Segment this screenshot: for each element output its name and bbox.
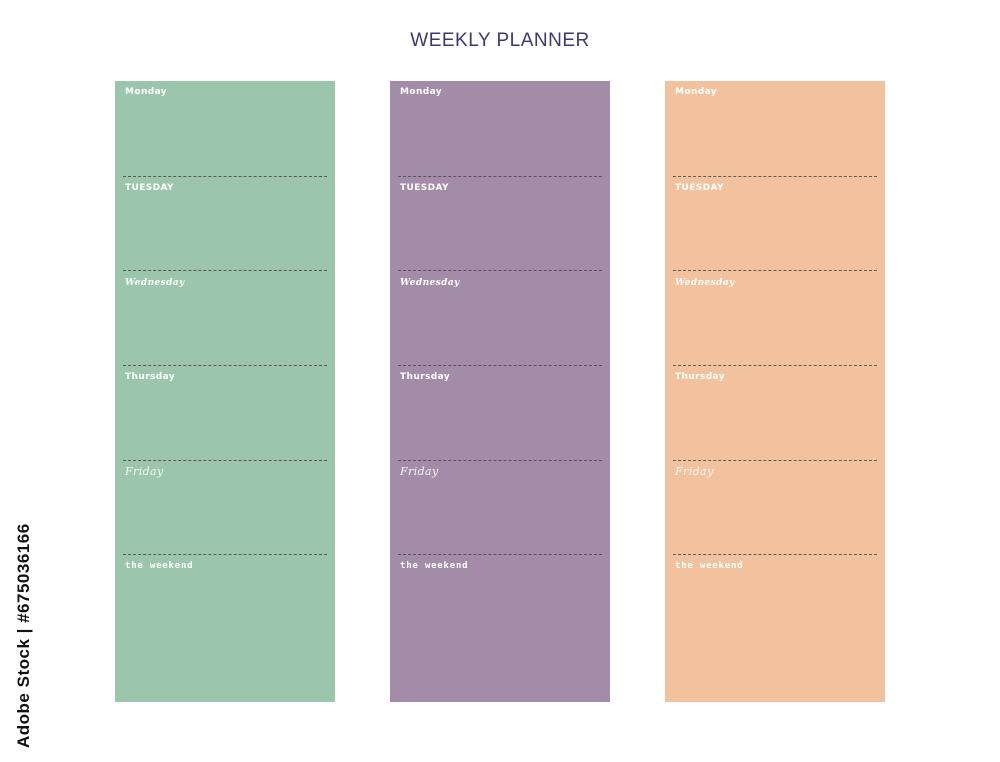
- day-label-thursday: Thursday: [675, 372, 726, 382]
- day-section-monday: Monday: [115, 81, 335, 176]
- day-label-weekend: the weekend: [125, 561, 194, 571]
- day-section-monday: Monday: [390, 81, 610, 176]
- day-section-weekend: the weekend: [665, 555, 885, 702]
- day-label-wednesday: Wednesday: [125, 278, 185, 288]
- day-divider: [673, 460, 877, 461]
- day-label-weekend: the weekend: [400, 561, 469, 571]
- day-divider: [673, 270, 877, 271]
- day-section-wednesday: Wednesday: [115, 272, 335, 366]
- day-label-thursday: Thursday: [400, 372, 451, 382]
- day-divider: [123, 460, 327, 461]
- day-section-thursday: Thursday: [665, 366, 885, 460]
- day-label-friday: Friday: [675, 465, 714, 478]
- day-divider: [673, 554, 877, 555]
- day-divider: [123, 176, 327, 177]
- day-section-tuesday: TUESDAY: [390, 177, 610, 271]
- day-section-friday: Friday: [390, 461, 610, 555]
- day-divider: [123, 554, 327, 555]
- day-section-weekend: the weekend: [115, 555, 335, 702]
- day-divider: [673, 176, 877, 177]
- day-section-thursday: Thursday: [115, 366, 335, 460]
- day-label-friday: Friday: [400, 465, 439, 478]
- day-label-tuesday: TUESDAY: [125, 183, 174, 193]
- day-divider: [398, 270, 602, 271]
- day-label-monday: Monday: [400, 87, 443, 97]
- day-section-friday: Friday: [665, 461, 885, 555]
- page-title: WEEKLY PLANNER: [410, 30, 590, 51]
- day-divider: [398, 554, 602, 555]
- planner-column-purple: Monday TUESDAY Wednesday Thursday Friday…: [390, 81, 610, 702]
- day-divider: [123, 270, 327, 271]
- planner-column-green: Monday TUESDAY Wednesday Thursday Friday…: [115, 81, 335, 702]
- day-section-tuesday: TUESDAY: [665, 177, 885, 271]
- day-label-wednesday: Wednesday: [400, 278, 460, 288]
- day-section-wednesday: Wednesday: [390, 272, 610, 366]
- day-section-monday: Monday: [665, 81, 885, 176]
- day-label-monday: Monday: [675, 87, 718, 97]
- day-divider: [673, 365, 877, 366]
- day-label-weekend: the weekend: [675, 561, 744, 571]
- day-label-tuesday: TUESDAY: [400, 183, 449, 193]
- day-divider: [398, 460, 602, 461]
- day-label-tuesday: TUESDAY: [675, 183, 724, 193]
- day-label-wednesday: Wednesday: [675, 278, 735, 288]
- day-divider: [123, 365, 327, 366]
- day-divider: [398, 365, 602, 366]
- day-label-monday: Monday: [125, 87, 168, 97]
- day-section-thursday: Thursday: [390, 366, 610, 460]
- day-label-thursday: Thursday: [125, 372, 176, 382]
- day-divider: [398, 176, 602, 177]
- day-section-wednesday: Wednesday: [665, 272, 885, 366]
- day-label-friday: Friday: [125, 465, 164, 478]
- day-section-tuesday: TUESDAY: [115, 177, 335, 271]
- stock-id-text: Adobe Stock | #675036166: [14, 523, 33, 748]
- planner-column-peach: Monday TUESDAY Wednesday Thursday Friday…: [665, 81, 885, 702]
- day-section-friday: Friday: [115, 461, 335, 555]
- day-section-weekend: the weekend: [390, 555, 610, 702]
